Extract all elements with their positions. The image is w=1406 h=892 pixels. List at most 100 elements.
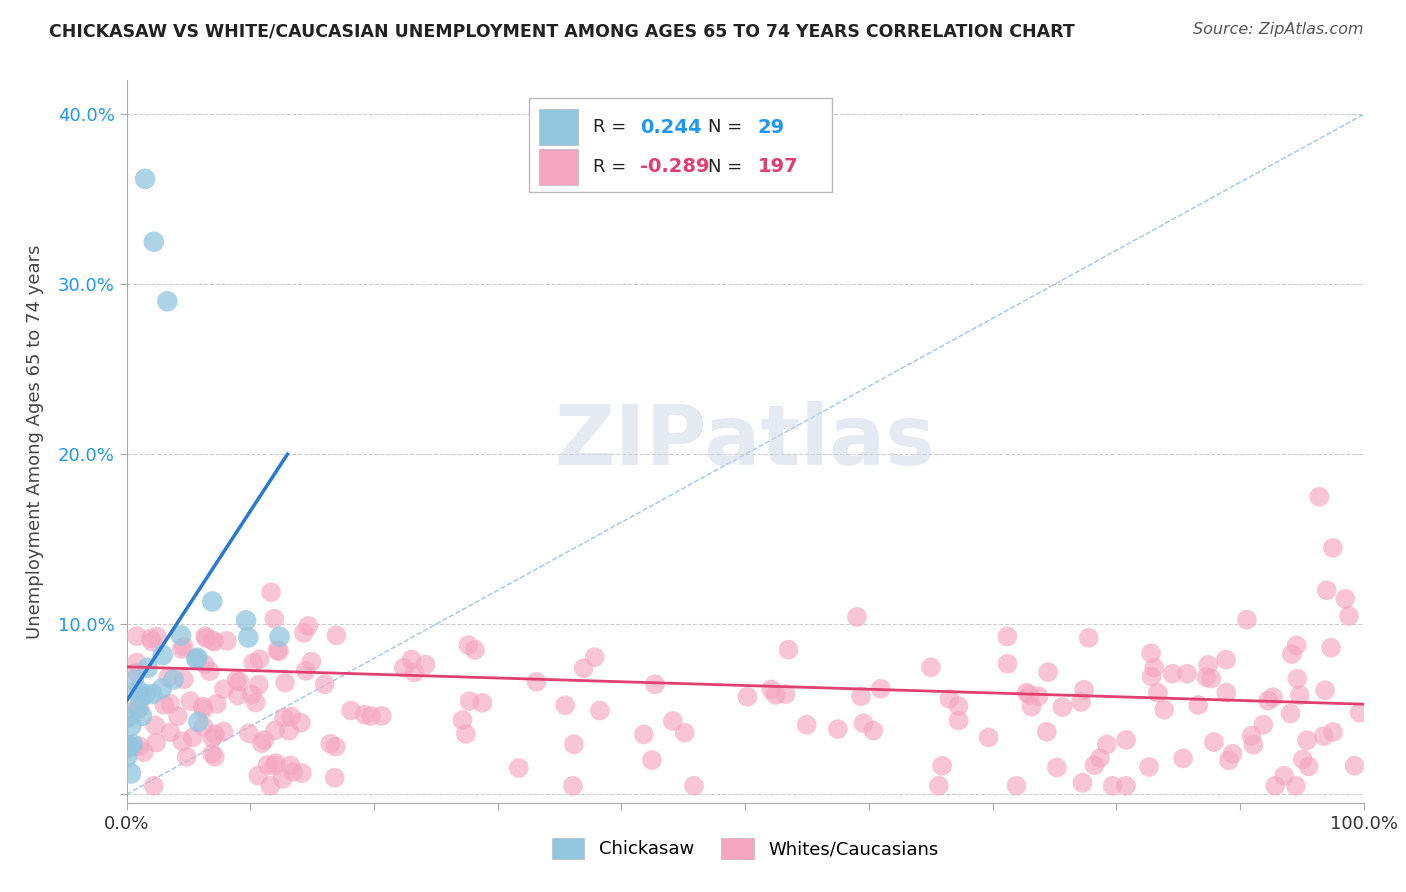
Legend: Chickasaw, Whites/Caucasians: Chickasaw, Whites/Caucasians bbox=[544, 830, 946, 866]
Point bbox=[271, 772, 294, 786]
Point bbox=[269, 630, 291, 644]
Point bbox=[125, 665, 148, 680]
Point bbox=[173, 673, 195, 687]
Point bbox=[1348, 706, 1371, 720]
Point bbox=[235, 614, 257, 628]
Point bbox=[125, 656, 148, 670]
Point bbox=[256, 758, 278, 772]
Point bbox=[170, 628, 193, 642]
Point bbox=[938, 691, 960, 706]
Point bbox=[562, 737, 585, 751]
Point bbox=[267, 644, 290, 658]
Point bbox=[297, 619, 319, 633]
Point bbox=[1101, 779, 1123, 793]
Point bbox=[191, 699, 214, 714]
Text: N =: N = bbox=[709, 119, 748, 136]
Point bbox=[249, 652, 271, 666]
Point bbox=[1052, 700, 1074, 714]
Point bbox=[1286, 672, 1309, 686]
Point bbox=[193, 702, 215, 716]
Point bbox=[458, 694, 481, 708]
Text: 29: 29 bbox=[758, 118, 785, 136]
Point bbox=[1088, 751, 1111, 765]
Point bbox=[977, 731, 1000, 745]
Point bbox=[274, 675, 297, 690]
Point bbox=[572, 661, 595, 675]
Point bbox=[928, 779, 950, 793]
Point bbox=[198, 664, 221, 678]
Point bbox=[1322, 725, 1344, 739]
Point bbox=[997, 657, 1019, 671]
Text: 0.244: 0.244 bbox=[640, 118, 702, 136]
Point bbox=[179, 694, 201, 708]
Point bbox=[561, 779, 583, 793]
Point bbox=[186, 652, 208, 666]
Point bbox=[181, 731, 204, 745]
Point bbox=[139, 631, 162, 645]
Point bbox=[143, 718, 166, 732]
Point bbox=[931, 759, 953, 773]
Point bbox=[280, 709, 302, 723]
Point bbox=[827, 722, 849, 736]
Point bbox=[454, 727, 477, 741]
Point bbox=[215, 633, 238, 648]
Point bbox=[247, 678, 270, 692]
Point bbox=[259, 779, 281, 793]
Point bbox=[157, 670, 180, 684]
Point bbox=[163, 673, 186, 687]
Point bbox=[127, 702, 149, 716]
Point bbox=[1322, 541, 1344, 555]
Point bbox=[263, 759, 285, 773]
Text: CHICKASAW VS WHITE/CAUCASIAN UNEMPLOYMENT AMONG AGES 65 TO 74 YEARS CORRELATION : CHICKASAW VS WHITE/CAUCASIAN UNEMPLOYMEN… bbox=[49, 22, 1076, 40]
Text: R =: R = bbox=[593, 119, 631, 136]
Point bbox=[1202, 735, 1225, 749]
Point bbox=[1313, 729, 1336, 743]
Point bbox=[128, 739, 150, 754]
Point bbox=[948, 698, 970, 713]
Point bbox=[127, 683, 149, 698]
Point bbox=[1005, 779, 1028, 793]
Point bbox=[1140, 646, 1163, 660]
Point bbox=[238, 726, 260, 740]
Point bbox=[228, 674, 250, 689]
Point bbox=[134, 687, 156, 701]
Point bbox=[1308, 490, 1330, 504]
Point bbox=[273, 710, 295, 724]
Text: ZIPatlas: ZIPatlas bbox=[555, 401, 935, 482]
Point bbox=[263, 612, 285, 626]
Point bbox=[1320, 640, 1343, 655]
Point bbox=[1316, 583, 1339, 598]
Y-axis label: Unemployment Among Ages 65 to 74 years: Unemployment Among Ages 65 to 74 years bbox=[25, 244, 44, 639]
Point bbox=[849, 690, 872, 704]
Point bbox=[136, 661, 159, 675]
Text: Source: ZipAtlas.com: Source: ZipAtlas.com bbox=[1194, 22, 1364, 37]
Point bbox=[122, 739, 145, 754]
Point bbox=[240, 688, 263, 702]
Point bbox=[1251, 717, 1274, 731]
Point bbox=[128, 701, 150, 715]
Text: R =: R = bbox=[593, 158, 631, 176]
Point bbox=[1279, 706, 1302, 721]
Point bbox=[457, 638, 479, 652]
Point bbox=[1153, 703, 1175, 717]
Point bbox=[319, 737, 342, 751]
Point bbox=[360, 709, 382, 723]
Point bbox=[225, 673, 247, 688]
Point bbox=[1334, 591, 1357, 606]
Point bbox=[775, 687, 797, 701]
Point bbox=[589, 704, 612, 718]
Point bbox=[1083, 758, 1105, 772]
Point bbox=[201, 633, 224, 648]
Point bbox=[1288, 689, 1310, 703]
Point bbox=[392, 661, 415, 675]
Point bbox=[212, 724, 235, 739]
Point bbox=[264, 756, 287, 770]
Point bbox=[1195, 670, 1218, 684]
Point bbox=[1143, 660, 1166, 674]
Point bbox=[1272, 769, 1295, 783]
Point bbox=[120, 766, 142, 780]
Point bbox=[415, 657, 437, 672]
Point bbox=[371, 709, 394, 723]
Point bbox=[1187, 698, 1209, 712]
Point bbox=[404, 665, 426, 680]
